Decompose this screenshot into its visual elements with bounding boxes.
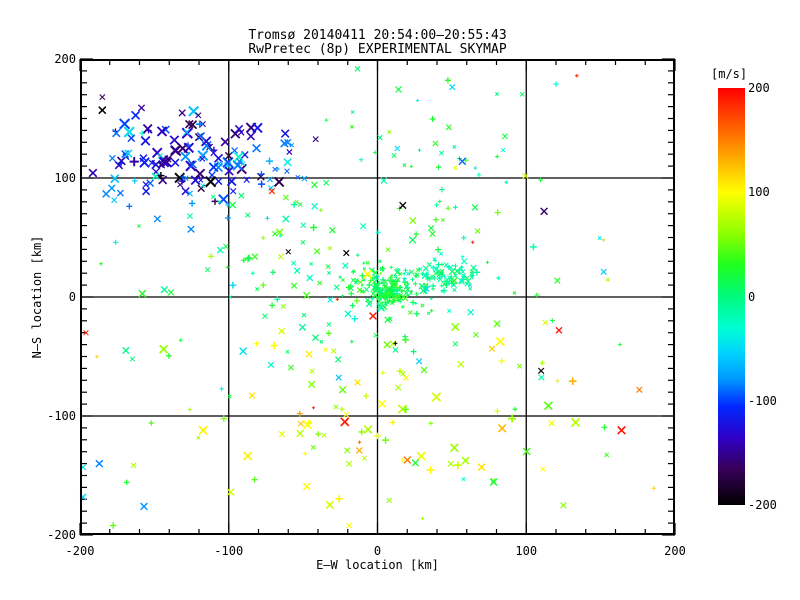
x-tick-label: 200 [664, 544, 686, 558]
x-tick-label: -200 [65, 544, 95, 558]
scatter-points [79, 65, 657, 529]
colorbar-tick-label: -100 [748, 393, 777, 408]
colorbar-tick-label: 200 [748, 81, 770, 95]
y-tick-label: 200 [54, 52, 76, 66]
x-tick-label: 100 [515, 544, 538, 558]
plot-title: Tromsø 20140411 20:54:00–20:55:43 [248, 28, 507, 43]
y-tick-label: -200 [47, 528, 76, 542]
colorbar-tick-label: -200 [748, 498, 777, 512]
plot-border [80, 59, 675, 535]
colorbar-tick-label: 100 [748, 185, 770, 200]
y-tick-label: -100 [47, 409, 76, 423]
plot-area [79, 58, 676, 536]
colorbar-tick-label: 0 [748, 289, 756, 304]
x-tick-label: 0 [373, 544, 382, 558]
y-tick-label: 0 [68, 290, 76, 304]
x-tick-label: -100 [214, 544, 244, 558]
colorbar-gradient [718, 88, 745, 505]
plot-subtitle: RwPretec (8p) EXPERIMENTAL SKYMAP [248, 42, 507, 57]
colorbar-unit-label: [m/s] [711, 67, 748, 81]
y-tick-label: 100 [54, 171, 76, 185]
x-axis-title: E–W location [km] [316, 558, 439, 572]
